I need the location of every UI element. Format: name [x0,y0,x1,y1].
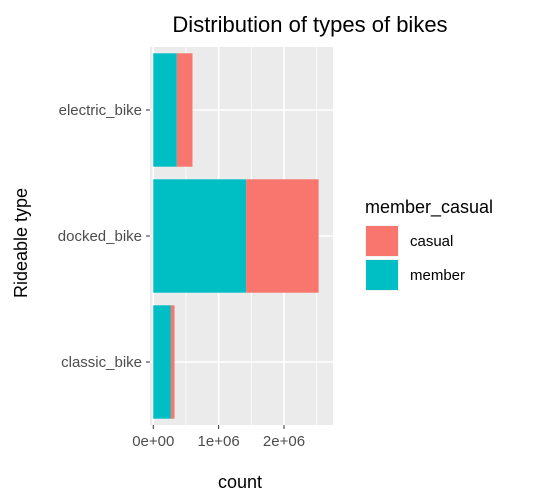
bar-electric_bike-casual [176,53,193,167]
chart-title: Distribution of types of bikes [172,12,447,37]
y-tick-label-docked_bike: docked_bike [58,228,142,245]
legend-items: casual member [365,225,465,291]
legend-title: member_casual [365,197,493,218]
y-tick-label-classic_bike: classic_bike [61,354,142,371]
y-axis-ticks: classic_bike docked_bike electric_bike [58,102,150,371]
legend-swatch-casual [366,226,398,256]
x-axis-title: count [218,472,262,492]
x-tick-label-2: 2e+06 [263,433,305,450]
x-tick-label-0: 0e+00 [132,433,174,450]
x-axis-ticks: 0e+00 1e+06 2e+06 [132,425,305,450]
legend-swatch-member [366,260,398,290]
bar-classic_bike-casual [170,305,175,419]
bar-electric_bike-member [153,53,177,167]
bar-classic_bike-member [153,305,171,419]
y-axis-title: Rideable type [11,188,31,298]
legend-label-member: member [410,267,465,284]
legend: member_casual casual member [365,197,493,291]
bar-docked_bike-casual [246,179,319,293]
bars [153,53,319,419]
legend-label-casual: casual [410,233,453,250]
bar-docked_bike-member [153,179,247,293]
x-tick-label-1: 1e+06 [198,433,240,450]
y-tick-label-electric_bike: electric_bike [59,102,142,119]
